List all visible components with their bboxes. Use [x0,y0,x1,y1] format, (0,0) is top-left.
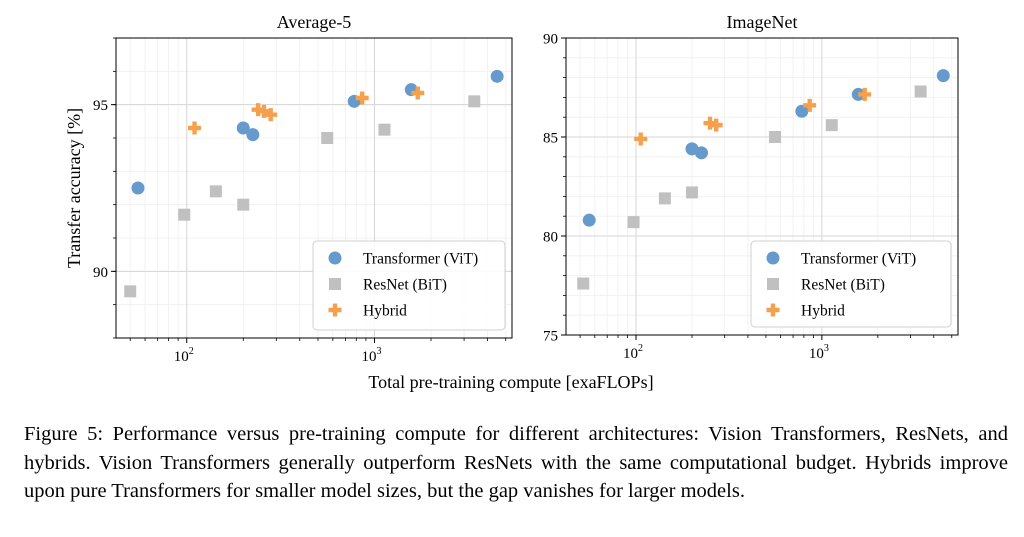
x-axis-label: Total pre-training compute [exaFLOPs] [368,372,653,392]
data-point-circle [582,213,596,227]
legend-box [750,240,952,328]
y-tick-label: 90 [93,265,108,281]
data-point-circle [694,146,708,160]
legend-label: Transformer (ViT) [363,251,478,268]
data-point-circle [490,69,504,83]
data-point-square [825,119,838,132]
legend-box [312,240,506,331]
series-plus [188,86,425,135]
data-point-plus [709,118,723,132]
y-tick-label: 75 [543,329,558,345]
series-plus [634,87,872,146]
series-square [577,85,927,290]
chart-imagenet: 102 103 75 80 85 90 ImageNet Transformer (ViT) R… [543,12,959,362]
x-tick-label: 103 [809,343,829,362]
legend-label: Hybrid [801,303,845,320]
data-point-square [178,208,191,221]
data-point-square [321,132,334,144]
data-point-plus [257,104,271,118]
figure-caption: Figure 5: Performance versus pre-trainin… [24,423,1008,502]
series-circle [582,69,950,227]
data-point-plus [355,91,369,105]
legend: Transformer (ViT) ResNet (BiT) Hybrid [312,240,506,331]
x-tick-label: 102 [623,343,643,362]
legend-label: ResNet (BiT) [801,277,885,294]
figure-5: 102 103 90 95 Average-5 Transfer accuracy [%]… [64,12,959,392]
data-point-square [769,131,782,143]
y-tick-label: 85 [543,131,558,147]
data-point-plus [264,108,278,122]
legend-marker-square [767,278,779,290]
chart-title: Average-5 [277,12,352,32]
data-point-square [468,95,481,108]
legend-marker-plus [328,303,342,317]
legend-label: Transformer (ViT) [801,251,916,268]
y-tick-label: 90 [543,32,558,48]
legend-marker-plus [766,303,780,317]
data-point-circle [246,128,260,142]
x-tick-label: 102 [174,346,194,365]
legend-marker-square [329,278,341,290]
data-point-square [237,198,250,211]
data-point-plus [858,87,872,101]
y-tick-label: 80 [543,230,558,246]
y-tick-label: 95 [93,98,108,114]
data-point-square [685,186,698,199]
series-circle [131,69,504,195]
data-point-square [914,85,927,98]
data-point-circle [131,181,145,195]
data-point-plus [634,132,648,146]
data-point-plus [188,121,202,135]
x-tick-label: 103 [361,346,381,365]
legend-marker-circle [328,251,342,265]
data-point-square [627,216,640,229]
legend-marker-circle [766,251,780,265]
data-point-circle [795,104,809,118]
plot-frame [115,37,513,339]
series-square [124,95,481,298]
y-axis-label: Transfer accuracy [%] [64,108,84,268]
legend: Transformer (ViT) ResNet (BiT) Hybrid [750,240,952,328]
data-point-plus [411,86,425,100]
data-point-square [124,285,137,298]
data-point-square [378,123,391,136]
data-point-circle [936,69,950,83]
chart-title: ImageNet [727,12,798,32]
data-point-plus [803,98,817,112]
plot-frame [565,37,959,336]
legend-label: ResNet (BiT) [363,277,447,294]
data-point-square [577,277,590,290]
data-point-square [658,192,671,205]
data-point-square [209,185,222,198]
legend-label: Hybrid [363,303,407,320]
data-point-circle [236,121,250,135]
chart-average-5: 102 103 90 95 Average-5 Transfer accuracy [%]… [64,12,513,365]
